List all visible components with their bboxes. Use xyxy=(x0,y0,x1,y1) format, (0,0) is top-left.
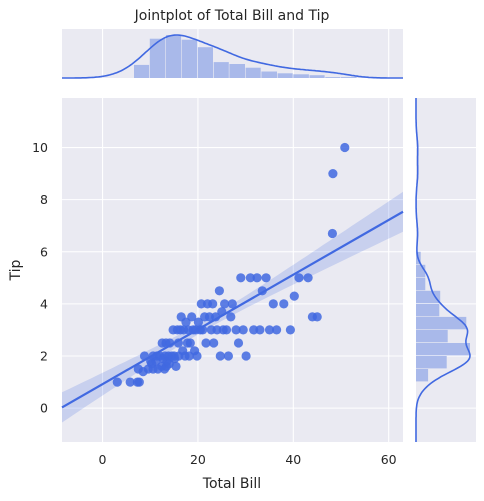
regression-line xyxy=(61,210,404,409)
scatter-point xyxy=(193,317,203,327)
right-hist-bar xyxy=(416,303,440,317)
x-tick-label: 40 xyxy=(285,452,301,467)
scatter-point xyxy=(134,377,144,387)
scatter-point xyxy=(215,351,225,361)
scatter-point xyxy=(227,299,237,309)
scatter-point xyxy=(125,377,135,387)
right-kde-curve xyxy=(415,98,471,442)
y-tick-label: 6 xyxy=(40,244,48,259)
x-tick-label: 20 xyxy=(190,452,206,467)
scatter-point xyxy=(223,351,233,361)
x-axis-label: Total Bill xyxy=(202,476,261,492)
right-hist-bar xyxy=(416,329,448,343)
scatter-point xyxy=(241,351,251,361)
y-tick-label: 0 xyxy=(40,401,48,416)
scatter-point xyxy=(245,273,255,283)
top-marginal-panel xyxy=(62,29,403,79)
scatter-point xyxy=(303,273,313,283)
top-hist-bar xyxy=(261,71,277,78)
y-tick-label: 2 xyxy=(40,349,48,364)
scatter-point xyxy=(294,273,304,283)
scatter-point xyxy=(252,273,262,283)
scatter-point xyxy=(261,273,271,283)
right-hist-bar xyxy=(416,369,429,382)
y-tick-label: 10 xyxy=(32,140,48,155)
scatter-point xyxy=(327,228,337,239)
scatter-point xyxy=(201,338,211,348)
right-marginal-panel xyxy=(415,98,476,442)
scatter-point xyxy=(272,325,282,335)
top-hist-bar xyxy=(134,64,150,78)
scatter-point xyxy=(236,273,246,283)
y-axis-label: Tip xyxy=(8,259,24,281)
top-hist-bar xyxy=(309,75,325,78)
scatter-point xyxy=(185,338,195,348)
scatter-point xyxy=(238,325,248,335)
top-hist-bar xyxy=(181,39,198,78)
top-hist-bar xyxy=(229,64,245,78)
top-hist-bar xyxy=(149,38,166,78)
top-hist-bar xyxy=(293,74,309,78)
x-tick-label: 0 xyxy=(99,452,107,467)
scatter-point xyxy=(312,312,322,322)
top-hist-bar xyxy=(197,47,213,78)
scatter-point xyxy=(187,312,197,322)
right-hist-bar xyxy=(416,316,467,330)
top-hist-bar xyxy=(325,77,341,78)
top-hist-bar xyxy=(213,62,229,78)
scatter-point xyxy=(268,299,278,309)
scatter-point xyxy=(285,325,295,335)
top-hist-bar xyxy=(166,35,182,78)
y-tick-label: 4 xyxy=(40,296,48,311)
x-tick-label: 60 xyxy=(381,452,397,467)
scatter-point xyxy=(233,338,244,348)
main-plot-background xyxy=(62,98,403,442)
top-hist-bar xyxy=(277,73,293,78)
right-hist-bar xyxy=(416,277,426,291)
top-kde-curve xyxy=(62,34,403,79)
y-tick-label: 8 xyxy=(40,192,48,207)
top-hist-bar xyxy=(341,77,357,78)
right-hist-bar xyxy=(416,264,426,278)
scatter-point xyxy=(209,338,219,348)
scatter-point xyxy=(328,169,338,179)
scatter-point xyxy=(231,325,241,335)
scatter-point xyxy=(279,299,289,309)
scatter-point xyxy=(340,142,350,153)
chart-title: Jointplot of Total Bill and Tip xyxy=(134,8,330,24)
right-hist-bar xyxy=(416,290,441,304)
scatter-point xyxy=(208,299,218,309)
scatter-point xyxy=(221,325,232,335)
scatter-point xyxy=(220,299,230,309)
scatter-point xyxy=(214,286,224,296)
scatter-point xyxy=(264,325,275,335)
right-marginal-background xyxy=(416,98,476,442)
scatter-point xyxy=(112,377,122,387)
right-hist-bar xyxy=(416,343,470,356)
top-hist-bar xyxy=(245,67,261,78)
scatter-point xyxy=(289,291,299,301)
right-hist-bar xyxy=(416,356,447,369)
scatter-point xyxy=(171,361,181,371)
main-plot-panel xyxy=(61,98,404,442)
scatter-point xyxy=(255,325,265,335)
scatter-point xyxy=(192,351,202,361)
scatter-point xyxy=(226,312,236,322)
